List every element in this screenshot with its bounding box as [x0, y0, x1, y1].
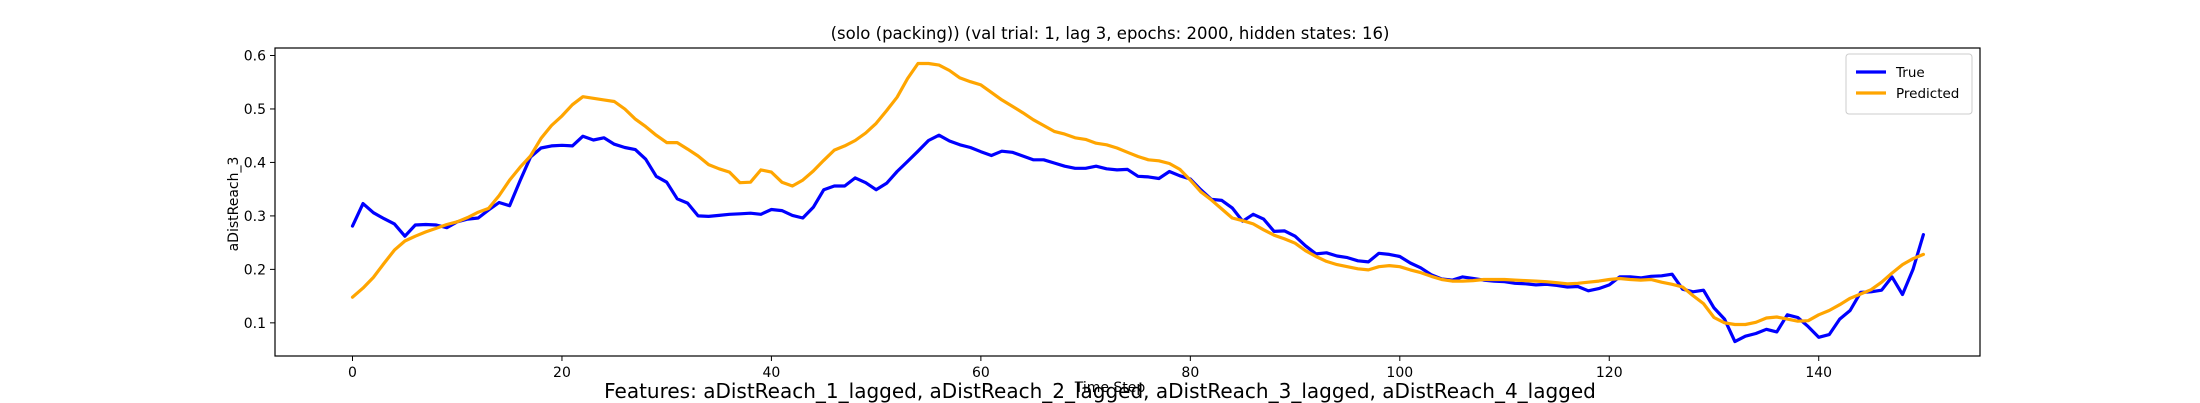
legend-box	[1845, 53, 1973, 115]
y-tick-label: 0.3	[244, 209, 266, 225]
y-axis-label: aDistReach_3	[226, 157, 242, 252]
x-tick-label: 0	[348, 365, 357, 381]
y-tick-label: 0.5	[244, 102, 266, 118]
series-line-true	[350, 133, 1926, 344]
y-tick-label: 0.4	[244, 155, 266, 171]
chart-title: (solo (packing)) (val trial: 1, lag 3, e…	[831, 24, 1390, 43]
features-caption: Features: aDistReach_1_lagged, aDistReac…	[604, 379, 1596, 403]
x-tick-label: 120	[1596, 365, 1623, 381]
x-tick-label: 40	[763, 365, 781, 381]
y-tick-label: 0.2	[244, 262, 266, 278]
legend-label-predicted: Predicted	[1896, 86, 1959, 102]
x-axis-label: Time Step	[1074, 380, 1146, 396]
y-tick-label: 0.1	[244, 316, 266, 332]
legend-label-true: True	[1895, 65, 1925, 81]
x-tick-label: 80	[1181, 365, 1199, 381]
x-tick-label: 60	[972, 365, 990, 381]
y-tick-label: 0.6	[244, 48, 266, 64]
x-tick-label: 20	[553, 365, 571, 381]
x-tick-label: 140	[1805, 365, 1832, 381]
x-tick-label: 100	[1386, 365, 1413, 381]
plot-frame	[274, 47, 1981, 357]
series-line-predicted	[350, 61, 1926, 327]
